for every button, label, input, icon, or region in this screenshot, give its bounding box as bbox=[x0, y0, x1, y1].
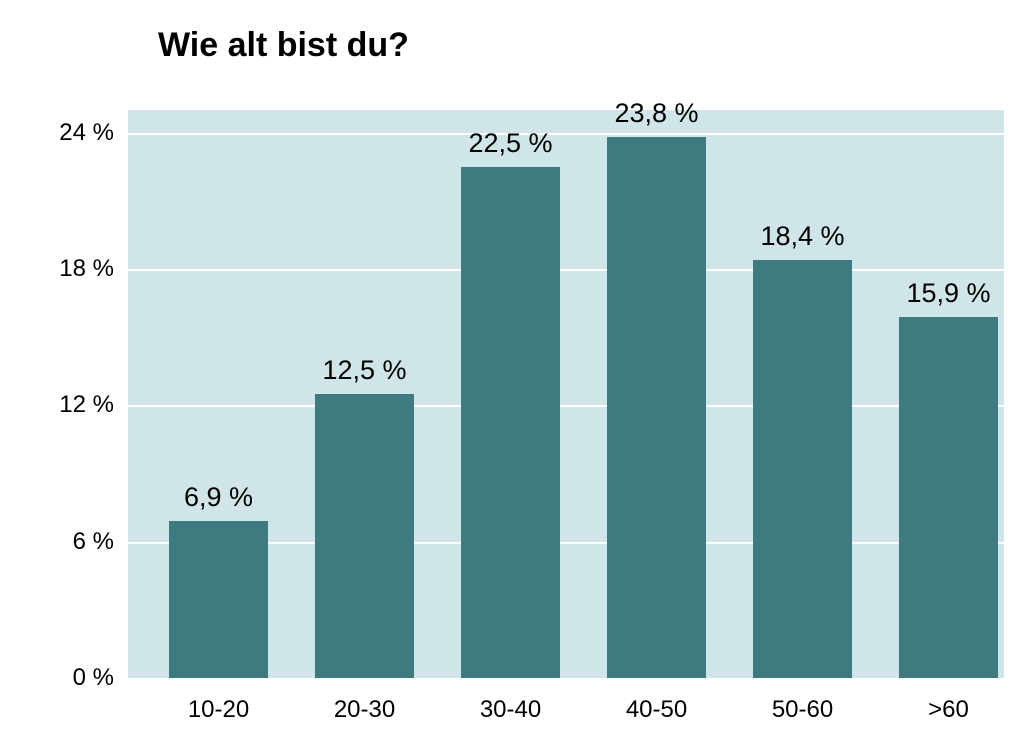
y-tick-label: 12 % bbox=[0, 391, 114, 419]
bar bbox=[753, 260, 852, 678]
x-tick-label: >60 bbox=[928, 696, 969, 724]
x-tick-label: 30-40 bbox=[480, 696, 541, 724]
gridline bbox=[128, 678, 1004, 680]
x-tick-label: 40-50 bbox=[626, 696, 687, 724]
bar-value-label: 12,5 % bbox=[322, 355, 406, 386]
bar-value-label: 22,5 % bbox=[468, 128, 552, 159]
bar-value-label: 6,9 % bbox=[184, 482, 253, 513]
bar bbox=[461, 167, 560, 678]
x-tick-label: 10-20 bbox=[188, 696, 249, 724]
bar-value-label: 23,8 % bbox=[614, 98, 698, 129]
bar bbox=[899, 317, 998, 678]
bar bbox=[169, 521, 268, 678]
plot-area: 6,9 %12,5 %22,5 %23,8 %18,4 %15,9 % bbox=[128, 110, 1004, 678]
x-tick-label: 20-30 bbox=[334, 696, 395, 724]
y-tick-label: 18 % bbox=[0, 255, 114, 283]
y-tick-label: 24 % bbox=[0, 119, 114, 147]
chart-title: Wie alt bist du? bbox=[158, 26, 409, 65]
gridline bbox=[128, 269, 1004, 271]
gridline bbox=[128, 133, 1004, 135]
y-tick-label: 6 % bbox=[0, 528, 114, 556]
y-tick-label: 0 % bbox=[0, 664, 114, 692]
age-bar-chart: Wie alt bist du? 6,9 % 12,5 % 22,5 % 23,8 % 1… bbox=[0, 0, 1024, 752]
bar bbox=[315, 394, 414, 678]
bar-value-label: 18,4 % bbox=[760, 221, 844, 252]
bar bbox=[607, 137, 706, 678]
gridline bbox=[128, 405, 1004, 407]
x-tick-label: 50-60 bbox=[772, 696, 833, 724]
bar-value-label: 15,9 % bbox=[906, 278, 990, 309]
